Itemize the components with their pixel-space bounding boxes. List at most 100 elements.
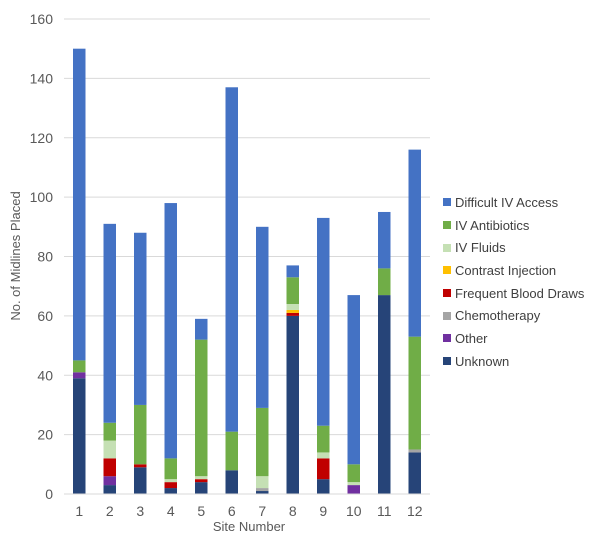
x-tick-label: 7 <box>258 503 266 519</box>
legend-swatch <box>443 334 451 343</box>
y-axis-ticks: 0 20 40 60 80 100 120 140 160 <box>30 11 54 502</box>
legend-item: Other <box>443 327 584 350</box>
bar-segment <box>347 482 360 486</box>
bar-segment <box>134 467 147 494</box>
bar-segment <box>195 339 208 477</box>
bar-segment <box>195 476 208 480</box>
bar-segment <box>347 464 360 483</box>
x-tick-label: 3 <box>136 503 144 519</box>
bar-segment <box>286 312 299 316</box>
gridlines <box>64 18 430 436</box>
bar-segment <box>286 265 299 278</box>
x-tick-label: 10 <box>346 503 362 519</box>
bar-segment <box>164 203 177 459</box>
bar-segment <box>347 295 360 465</box>
bar-segment <box>317 452 330 459</box>
legend-label: Frequent Blood Draws <box>455 285 585 301</box>
x-tick-label: 6 <box>228 503 236 519</box>
bar-segment <box>225 431 238 471</box>
bar-segment <box>73 48 86 361</box>
bar-segment <box>134 404 147 465</box>
bar-segment <box>164 488 177 494</box>
legend-swatch <box>443 221 451 230</box>
bar-segment <box>317 458 330 480</box>
legend-item: Difficult IV Access <box>443 191 584 214</box>
legend-item: Contrast Injection <box>443 259 584 282</box>
bar-segment <box>134 232 147 405</box>
bar-segment <box>164 458 177 480</box>
x-tick-label: 8 <box>289 503 297 519</box>
x-tick-label: 4 <box>167 503 175 519</box>
legend-label: IV Fluids <box>455 240 506 256</box>
y-tick-label: 0 <box>45 486 53 502</box>
bar-segment <box>286 304 299 310</box>
legend-swatch <box>443 311 451 320</box>
bar-segment <box>73 372 86 379</box>
bar-segment <box>408 452 421 494</box>
bar-segment <box>195 318 208 340</box>
bar-segment <box>103 458 116 477</box>
legend-item: Unknown <box>443 350 584 373</box>
bar-segment <box>286 309 299 313</box>
bar-segment <box>286 277 299 304</box>
legend-swatch <box>443 243 451 252</box>
x-axis-ticks: 1 2 3 4 5 6 7 8 9 10 11 12 <box>75 503 422 519</box>
bar-segment <box>347 485 360 494</box>
x-tick-label: 9 <box>319 503 327 519</box>
bar-segment <box>103 223 116 423</box>
y-axis-title: No. of Midlines Placed <box>8 191 23 320</box>
legend-swatch <box>443 289 451 298</box>
bar-segment <box>103 440 116 459</box>
y-tick-label: 100 <box>30 189 54 205</box>
legend: Difficult IV Access IV Antibiotics IV Flui… <box>443 191 584 373</box>
legend-label: IV Antibiotics <box>455 217 530 233</box>
bar-segment <box>256 488 269 492</box>
bar-segment <box>103 476 116 486</box>
bar-segment <box>408 336 421 450</box>
y-tick-label: 60 <box>37 308 53 324</box>
x-tick-label: 11 <box>377 503 392 519</box>
bar-segment <box>134 464 147 468</box>
bar-segment <box>286 315 299 494</box>
bar-segment <box>408 149 421 337</box>
bar-segment <box>103 485 116 494</box>
bar-segment <box>73 360 86 373</box>
legend-item: IV Fluids <box>443 236 584 259</box>
legend-label: Difficult IV Access <box>455 194 559 210</box>
bar-segment <box>225 87 238 432</box>
bar-segment <box>256 407 269 477</box>
x-tick-label: 1 <box>75 503 83 519</box>
bar-segment <box>378 295 391 494</box>
y-tick-label: 40 <box>37 367 53 383</box>
bar-segment <box>317 479 330 494</box>
bar-segment <box>195 479 208 483</box>
bar-segment <box>73 378 86 494</box>
bar-segment <box>317 425 330 453</box>
legend-swatch <box>443 198 451 207</box>
x-tick-label: 5 <box>197 503 205 519</box>
legend-label: Chemotherapy <box>455 308 541 324</box>
bar-segment <box>256 226 269 408</box>
bar-segment <box>378 268 391 296</box>
bar-segment <box>317 217 330 426</box>
bar-segment <box>378 211 391 269</box>
bar-segment <box>164 482 177 489</box>
bar-segment <box>256 476 269 489</box>
y-tick-label: 140 <box>30 70 54 86</box>
legend-item: Chemotherapy <box>443 304 584 327</box>
y-tick-label: 20 <box>37 427 53 443</box>
bar-segment <box>164 479 177 483</box>
legend-label: Other <box>455 330 488 346</box>
legend-swatch <box>443 357 451 366</box>
bars <box>73 48 421 494</box>
bar-segment <box>408 449 421 453</box>
bar-segment <box>195 482 208 494</box>
legend-item: Frequent Blood Draws <box>443 282 584 305</box>
legend-label: Unknown <box>455 353 510 369</box>
x-tick-label: 12 <box>407 503 423 519</box>
bar-segment <box>225 470 238 494</box>
bar-segment <box>256 491 269 494</box>
x-axis-title: Site Number <box>213 519 286 534</box>
y-tick-label: 80 <box>37 249 53 265</box>
